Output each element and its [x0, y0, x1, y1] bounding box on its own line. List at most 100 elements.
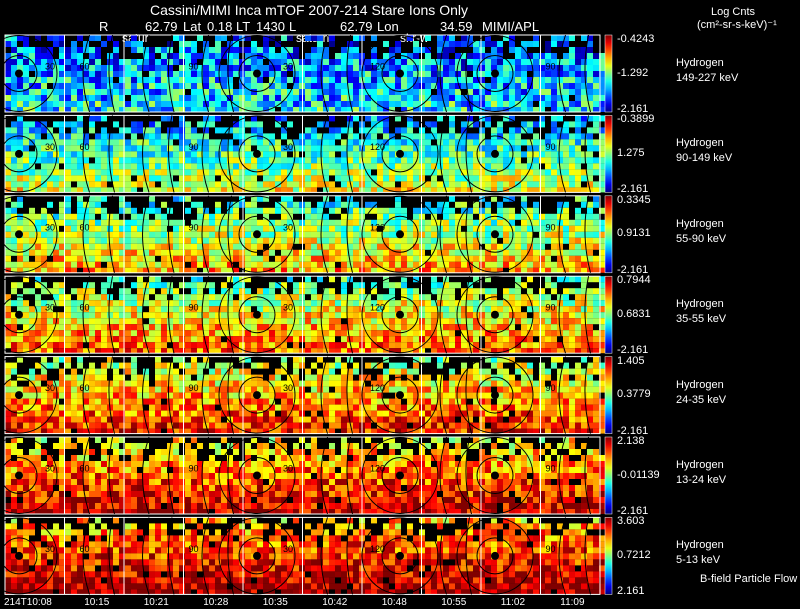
heatmap-cell	[263, 249, 269, 256]
heatmap-cell	[599, 294, 605, 301]
heatmap-cell	[263, 300, 269, 307]
heatmap-cell	[569, 243, 575, 250]
heatmap-cell	[65, 157, 71, 164]
heatmap-cell	[413, 89, 419, 95]
heatmap-cell	[23, 213, 29, 220]
heatmap-cell	[239, 151, 245, 158]
heatmap-cell	[251, 300, 257, 307]
heatmap-cell	[233, 95, 239, 101]
heatmap-cell	[437, 59, 443, 65]
heatmap-cell	[5, 219, 11, 226]
heatmap-cell	[443, 243, 449, 250]
heatmap-cell	[47, 300, 53, 307]
heatmap-cell	[479, 71, 485, 77]
heatmap-cell	[473, 249, 479, 256]
heatmap-cell	[101, 181, 107, 188]
heatmap-cell	[5, 342, 11, 349]
heatmap-cell	[11, 207, 17, 214]
heatmap-cell	[155, 306, 161, 313]
heatmap-cell	[437, 83, 443, 89]
heatmap-cell	[461, 59, 467, 65]
heatmap-cell	[395, 243, 401, 250]
heatmap-cell	[173, 348, 179, 354]
heatmap-cell	[35, 342, 41, 349]
heatmap-cell	[317, 380, 323, 387]
heatmap-cell	[293, 53, 299, 59]
heatmap-cell	[371, 324, 377, 331]
heatmap-cell	[245, 267, 251, 273]
heatmap-cell	[155, 47, 161, 53]
heatmap-cell	[179, 294, 185, 301]
heatmap-cell	[263, 342, 269, 349]
heatmap-cell	[215, 249, 221, 256]
heatmap-cell	[59, 121, 65, 128]
heatmap-cell	[125, 368, 131, 375]
heatmap-cell	[341, 312, 347, 319]
heatmap-cell	[323, 187, 329, 193]
heatmap-cell	[107, 276, 113, 283]
heatmap-cell	[11, 348, 17, 354]
heatmap-cell	[11, 157, 17, 164]
heatmap-cell	[281, 157, 287, 164]
heatmap-cell	[209, 65, 215, 71]
heatmap-cell	[479, 59, 485, 65]
heatmap-cell	[515, 300, 521, 307]
lon-value: 34.59	[440, 19, 473, 34]
heatmap-cell	[515, 169, 521, 176]
heatmap-cell	[119, 324, 125, 331]
heatmap-cell	[179, 231, 185, 238]
heatmap-cell	[497, 330, 503, 337]
heatmap-cell	[113, 336, 119, 343]
heatmap-cell	[239, 306, 245, 313]
heatmap-cell	[443, 261, 449, 268]
heatmap-cell	[521, 294, 527, 301]
heatmap-cell	[443, 219, 449, 226]
heatmap-cell	[449, 187, 455, 193]
heatmap-cell	[197, 312, 203, 319]
heatmap-cell	[551, 101, 557, 107]
heatmap-cell	[443, 133, 449, 140]
heatmap-cell	[527, 83, 533, 89]
heatmap-cell	[575, 276, 581, 283]
heatmap-cell	[131, 59, 137, 65]
heatmap-cell	[371, 300, 377, 307]
contour-ring	[0, 276, 58, 354]
heatmap-cell	[143, 348, 149, 354]
heatmap-cell	[581, 187, 587, 193]
heatmap-cell	[599, 342, 605, 349]
heatmap-cell	[137, 276, 143, 283]
heatmap-cell	[179, 163, 185, 170]
heatmap-cell	[101, 267, 107, 273]
heatmap-cell	[161, 59, 167, 65]
heatmap-cell	[191, 219, 197, 226]
heatmap-cell	[227, 77, 233, 83]
heatmap-cell	[599, 348, 605, 354]
heatmap-cell	[149, 324, 155, 331]
heatmap-cell	[269, 101, 275, 107]
heatmap-cell	[401, 249, 407, 256]
heatmap-cell	[197, 187, 203, 193]
heatmap-cell	[155, 77, 161, 83]
heatmap-cell	[101, 225, 107, 232]
heatmap-cell	[365, 127, 371, 134]
heatmap-cell	[473, 145, 479, 152]
heatmap-cell	[113, 368, 119, 375]
heatmap-cell	[185, 282, 191, 289]
heatmap-cell	[77, 115, 83, 122]
heatmap-cell	[317, 330, 323, 337]
heatmap-cell	[191, 336, 197, 343]
heatmap-cell	[497, 163, 503, 170]
contour-label: 90	[546, 303, 556, 313]
heatmap-cell	[413, 151, 419, 158]
heatmap-cell	[191, 65, 197, 71]
heatmap-cell	[383, 77, 389, 83]
heatmap-cell	[497, 356, 503, 363]
heatmap-cell	[371, 207, 377, 214]
heatmap-cell	[467, 312, 473, 319]
heatmap-cell	[215, 330, 221, 337]
heatmap-cell	[71, 145, 77, 152]
heatmap-cell	[41, 157, 47, 164]
heatmap-cell	[41, 356, 47, 363]
heatmap-cell	[71, 342, 77, 349]
heatmap-cell	[209, 288, 215, 295]
